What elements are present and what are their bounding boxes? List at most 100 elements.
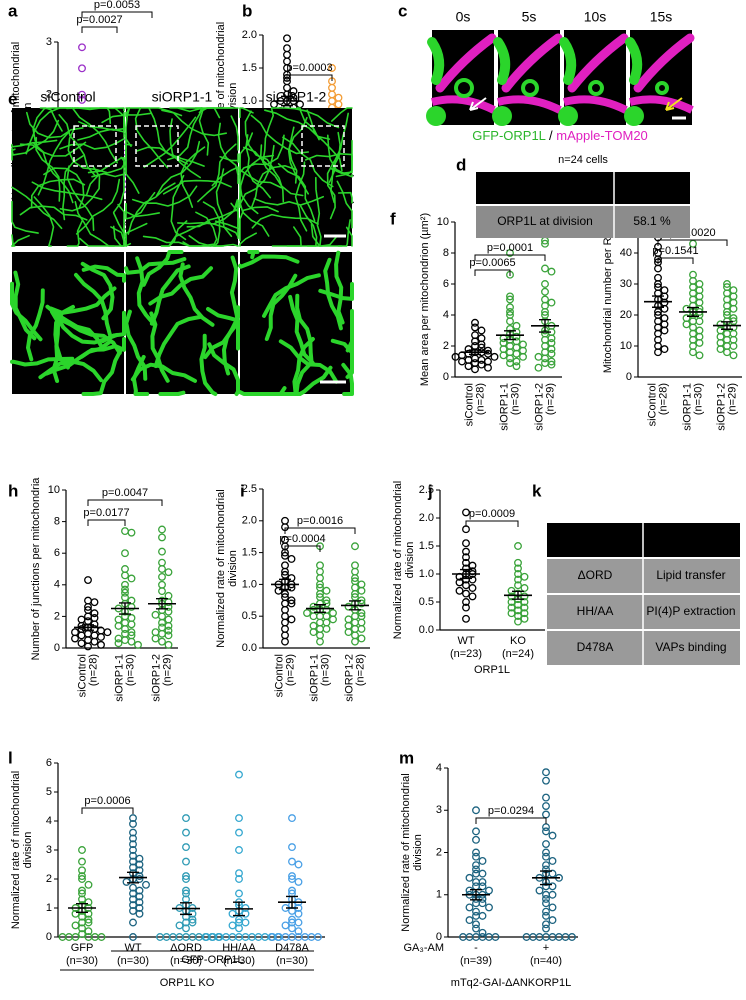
y-axis-label: Normalized rate of mitochondrial bbox=[400, 773, 412, 931]
sem-bar bbox=[470, 888, 482, 901]
data-point bbox=[316, 589, 324, 598]
mitochondria-texture bbox=[153, 314, 203, 369]
data-point bbox=[458, 357, 466, 366]
y-axis-label: Mean area per mitochondrion (µm²) bbox=[419, 213, 431, 386]
data-point bbox=[309, 612, 318, 621]
data-point bbox=[135, 875, 144, 883]
table-row bbox=[476, 172, 690, 204]
x-tick-label: WT bbox=[457, 635, 474, 647]
data-point bbox=[129, 814, 137, 823]
frame-time: 0s bbox=[456, 9, 471, 25]
data-point bbox=[455, 586, 464, 595]
mitochondria-texture bbox=[45, 304, 105, 351]
data-point bbox=[689, 348, 697, 357]
x-tick-label: ΔORD bbox=[170, 942, 202, 954]
significance-bracket bbox=[81, 807, 134, 814]
mitochondria-texture bbox=[125, 191, 156, 220]
x-tick-label: (n=30) bbox=[117, 955, 149, 967]
mitochondria-texture bbox=[25, 107, 72, 155]
sem-bar bbox=[460, 568, 472, 580]
y-tick-label: 1.5 bbox=[242, 547, 257, 559]
data-point bbox=[451, 352, 460, 361]
sem-bar bbox=[119, 602, 131, 615]
data-point bbox=[281, 567, 289, 576]
data-point bbox=[506, 292, 514, 301]
p-value: p=0.1541 bbox=[652, 245, 698, 257]
mitochondria-texture bbox=[318, 282, 354, 301]
data-point bbox=[472, 924, 480, 933]
data-point bbox=[158, 565, 166, 573]
data-point bbox=[135, 866, 144, 875]
green-signal bbox=[624, 106, 644, 126]
data-point bbox=[287, 555, 296, 563]
data-point bbox=[135, 909, 144, 918]
data-point bbox=[462, 558, 470, 567]
data-point bbox=[695, 317, 704, 326]
data-point bbox=[235, 875, 243, 883]
y-axis-label: Normalized rate of mitochondrial bbox=[215, 489, 227, 647]
sem-bar bbox=[233, 901, 245, 917]
data-point bbox=[507, 603, 516, 612]
mitochondria-texture bbox=[81, 264, 126, 283]
data-point bbox=[485, 903, 493, 912]
data-point bbox=[542, 861, 550, 870]
sem-bar bbox=[540, 870, 552, 886]
data-point bbox=[121, 585, 129, 594]
x-tick-label: (n=29) bbox=[284, 654, 296, 686]
x-tick-label: siORP1-1 bbox=[681, 383, 693, 431]
mitochondria-texture bbox=[19, 141, 87, 157]
data-point bbox=[121, 625, 129, 633]
data-point bbox=[228, 921, 237, 930]
data-point bbox=[188, 918, 197, 927]
data-point bbox=[541, 287, 549, 296]
green-signal bbox=[454, 78, 474, 98]
mitochondria-texture bbox=[294, 161, 308, 232]
x-tick-label: D478A bbox=[275, 942, 309, 954]
data-point bbox=[542, 768, 550, 777]
data-point bbox=[542, 924, 550, 933]
data-point bbox=[547, 349, 556, 358]
green-signal bbox=[426, 106, 446, 126]
mitochondria-texture bbox=[169, 107, 221, 119]
mitochondria-texture bbox=[117, 203, 125, 247]
x-tick-label: - bbox=[474, 942, 478, 954]
y-axis-label: division bbox=[412, 834, 424, 871]
mitochondria-texture bbox=[169, 118, 201, 179]
data-point bbox=[351, 542, 359, 551]
data-point bbox=[477, 326, 486, 335]
mitochondria-texture bbox=[26, 288, 45, 362]
mitochondria-texture bbox=[330, 131, 341, 204]
data-point bbox=[84, 880, 93, 889]
mitochondria-texture bbox=[167, 107, 203, 161]
data-point bbox=[472, 848, 480, 857]
y-tick-label: 2.0 bbox=[242, 29, 257, 41]
data-point bbox=[328, 64, 336, 72]
zoom-box bbox=[301, 125, 345, 167]
data-point bbox=[478, 899, 487, 908]
data-point bbox=[78, 875, 86, 883]
mitochondria-texture bbox=[230, 202, 239, 229]
data-point bbox=[158, 572, 166, 581]
data-point bbox=[78, 846, 86, 854]
data-point bbox=[135, 892, 144, 901]
data-point bbox=[478, 869, 487, 878]
mitochondria-texture bbox=[262, 273, 321, 318]
x-tick-label: HH/AA bbox=[222, 942, 256, 954]
data-point bbox=[462, 553, 470, 562]
arrow bbox=[665, 97, 683, 111]
data-point bbox=[344, 602, 353, 611]
data-point bbox=[490, 352, 499, 361]
data-point bbox=[520, 598, 529, 606]
mitochondria-texture bbox=[239, 154, 274, 209]
x-tick-label: (n=39) bbox=[460, 955, 492, 967]
data-point bbox=[507, 609, 516, 618]
mitochondria-texture bbox=[247, 250, 260, 260]
data-point bbox=[468, 584, 477, 592]
data-point bbox=[77, 639, 86, 648]
significance-bracket bbox=[474, 254, 546, 261]
data-point bbox=[542, 848, 550, 857]
y-tick-label: 2.5 bbox=[419, 484, 434, 496]
y-tick-label: 2 bbox=[436, 846, 442, 858]
x-tick-label: (n=30) bbox=[223, 955, 255, 967]
